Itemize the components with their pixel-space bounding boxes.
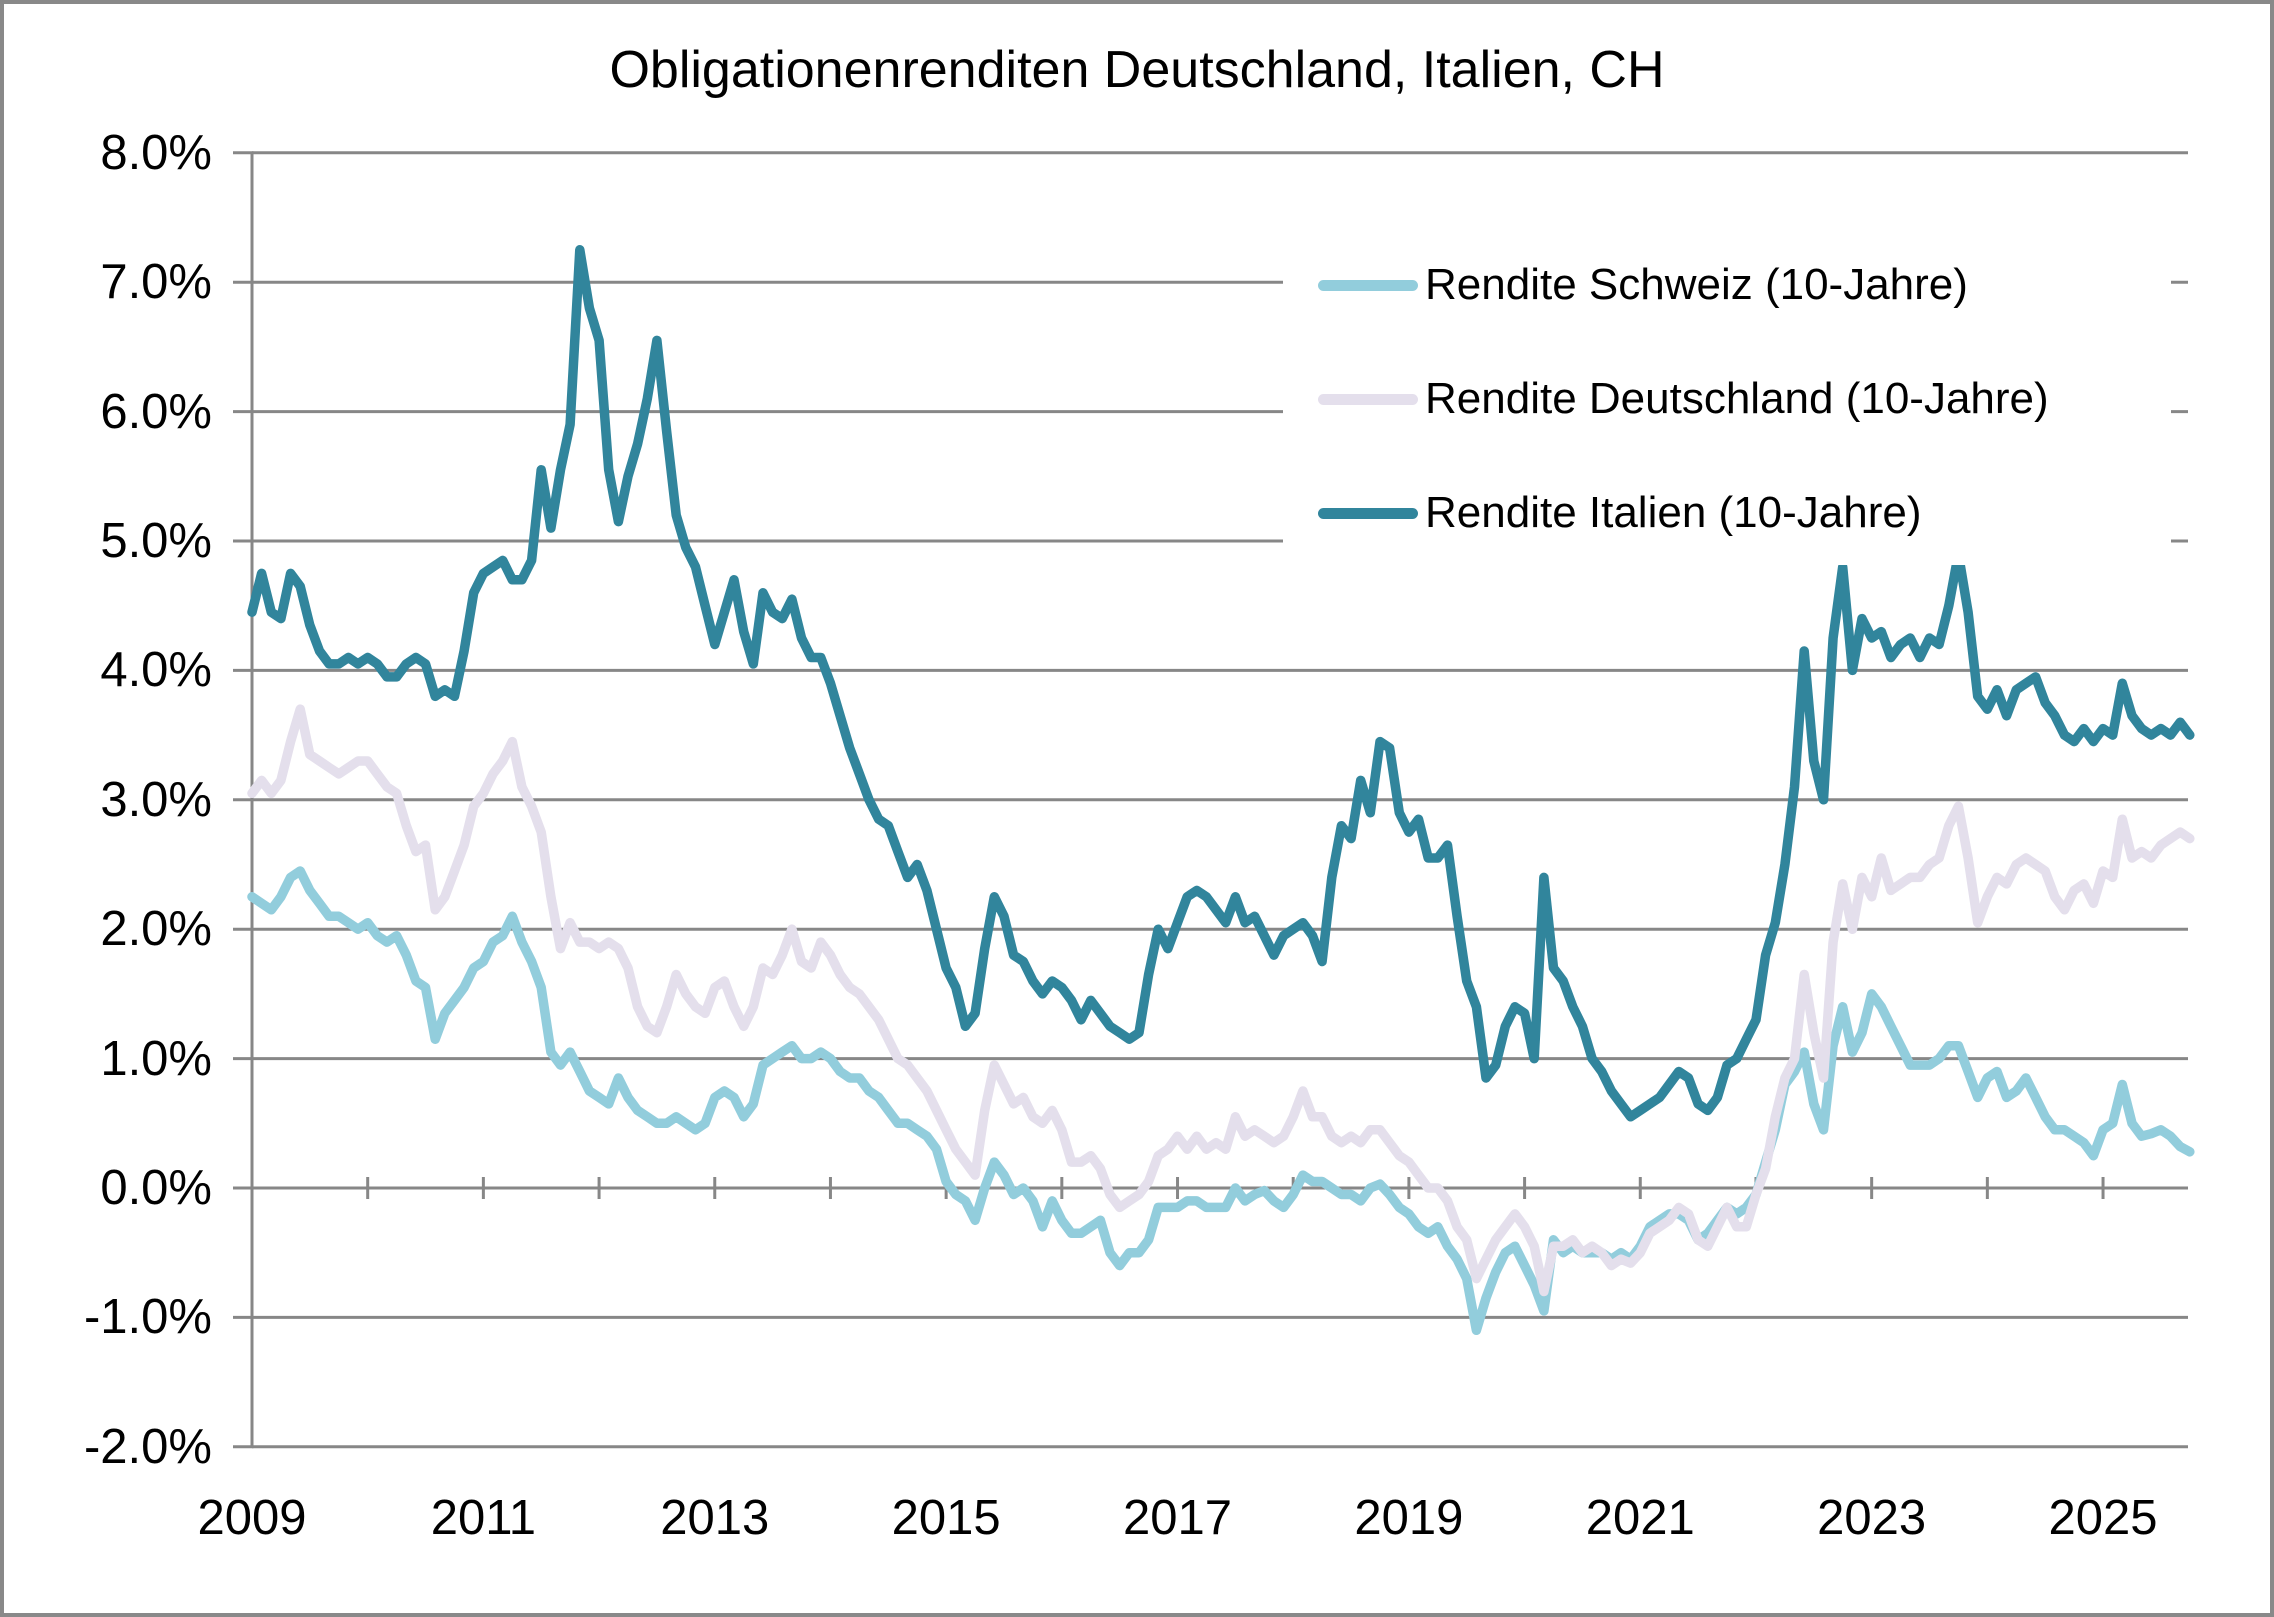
line-chart-plot — [233, 151, 2195, 1449]
x-axis-label-2009: 2009 — [197, 1491, 307, 1545]
legend-swatch-icon — [1318, 279, 1418, 291]
series-line-2-rendite-italien-jahre- — [247, 245, 2195, 1122]
y-axis-label-5pct: 5.0% — [100, 514, 212, 568]
chart-title: Obligationenrenditen Deutschland, Italie… — [609, 41, 1665, 99]
legend-label: Rendite Italien (10-Jahre) — [1425, 488, 1922, 537]
x-axis-label-2021: 2021 — [1585, 1491, 1695, 1545]
y-axis-label-0pct: 0.0% — [100, 1161, 212, 1215]
y-axis-label-8pct: 8.0% — [100, 125, 212, 180]
y-axis-label--2pct: -2.0% — [83, 1419, 212, 1474]
series-line-0-rendite-schweiz-jahre- — [247, 866, 2195, 1336]
legend-swatch-icon — [1318, 393, 1418, 405]
legend-item-1: Rendite Deutschland (10-Jahre) — [1283, 347, 2171, 451]
x-axis-label-2019: 2019 — [1354, 1491, 1464, 1545]
chart-legend: Rendite Schweiz (10-Jahre) Rendite Deutsc… — [1283, 233, 2171, 565]
legend-swatch-icon — [1318, 507, 1418, 519]
series-line-1-rendite-deutschland-jahre- — [247, 704, 2195, 1297]
y-axis-label-4pct: 4.0% — [100, 643, 212, 698]
legend-label: Rendite Deutschland (10-Jahre) — [1425, 374, 2049, 423]
x-axis-label-2013: 2013 — [660, 1491, 770, 1545]
y-axis-label-6pct: 6.0% — [100, 384, 212, 439]
legend-item-0: Rendite Schweiz (10-Jahre) — [1283, 233, 2171, 337]
y-axis-label-1pct: 1.0% — [100, 1031, 212, 1086]
y-axis-label-3pct: 3.0% — [100, 772, 212, 827]
y-axis-label-2pct: 2.0% — [100, 902, 212, 957]
x-axis-label-2011: 2011 — [430, 1491, 537, 1545]
x-axis-label-2015: 2015 — [891, 1491, 1001, 1545]
y-axis-label--1pct: -1.0% — [83, 1290, 212, 1345]
y-axis-label-7pct: 7.0% — [100, 255, 212, 310]
legend-item-2: Rendite Italien (10-Jahre) — [1283, 461, 2171, 565]
x-axis-label-2023: 2023 — [1817, 1491, 1927, 1545]
legend-label: Rendite Schweiz (10-Jahre) — [1425, 260, 1968, 309]
x-axis-label-2025: 2025 — [2048, 1491, 2158, 1545]
x-axis-label-2017: 2017 — [1123, 1491, 1233, 1545]
